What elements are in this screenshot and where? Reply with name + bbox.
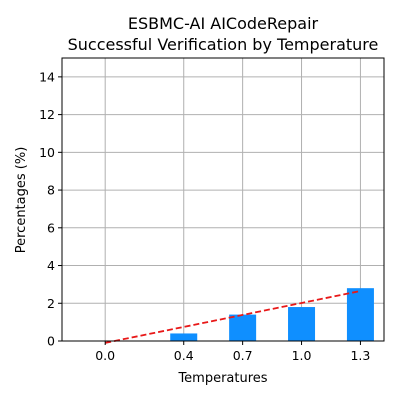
x-tick-label-0: 0.0 <box>95 348 115 363</box>
ticks-layer: 0.0 0.4 0.7 1.0 1.3 0 2 4 6 8 10 12 14 <box>39 69 370 363</box>
x-tick-label-4: 1.3 <box>350 348 370 363</box>
plot-frame <box>62 58 384 341</box>
bars-layer <box>170 288 374 341</box>
y-axis-label: Percentages (%) <box>14 147 29 254</box>
y-tick-label-3: 6 <box>47 220 55 235</box>
y-tick-label-1: 2 <box>47 296 55 311</box>
x-axis-label: Temperatures <box>177 371 267 386</box>
x-tick-label-3: 1.0 <box>292 348 312 363</box>
y-tick-label-7: 14 <box>39 69 55 84</box>
x-tick-label-1: 0.4 <box>174 348 194 363</box>
bar-1.0 <box>288 307 315 341</box>
bar-0.4 <box>170 333 197 341</box>
y-tick-label-2: 4 <box>47 258 55 273</box>
bar-0.7 <box>229 315 256 341</box>
bar-1.3 <box>347 288 374 341</box>
y-tick-label-0: 0 <box>47 334 55 349</box>
x-tick-label-2: 0.7 <box>233 348 253 363</box>
y-tick-label-6: 12 <box>39 107 55 122</box>
chart-title-line1: ESBMC-AI AICodeRepair <box>128 14 319 33</box>
y-tick-label-5: 10 <box>39 145 55 160</box>
grid-layer <box>62 58 384 341</box>
chart-title-line2: Successful Verification by Temperature <box>68 35 379 54</box>
y-tick-label-4: 8 <box>47 183 55 198</box>
